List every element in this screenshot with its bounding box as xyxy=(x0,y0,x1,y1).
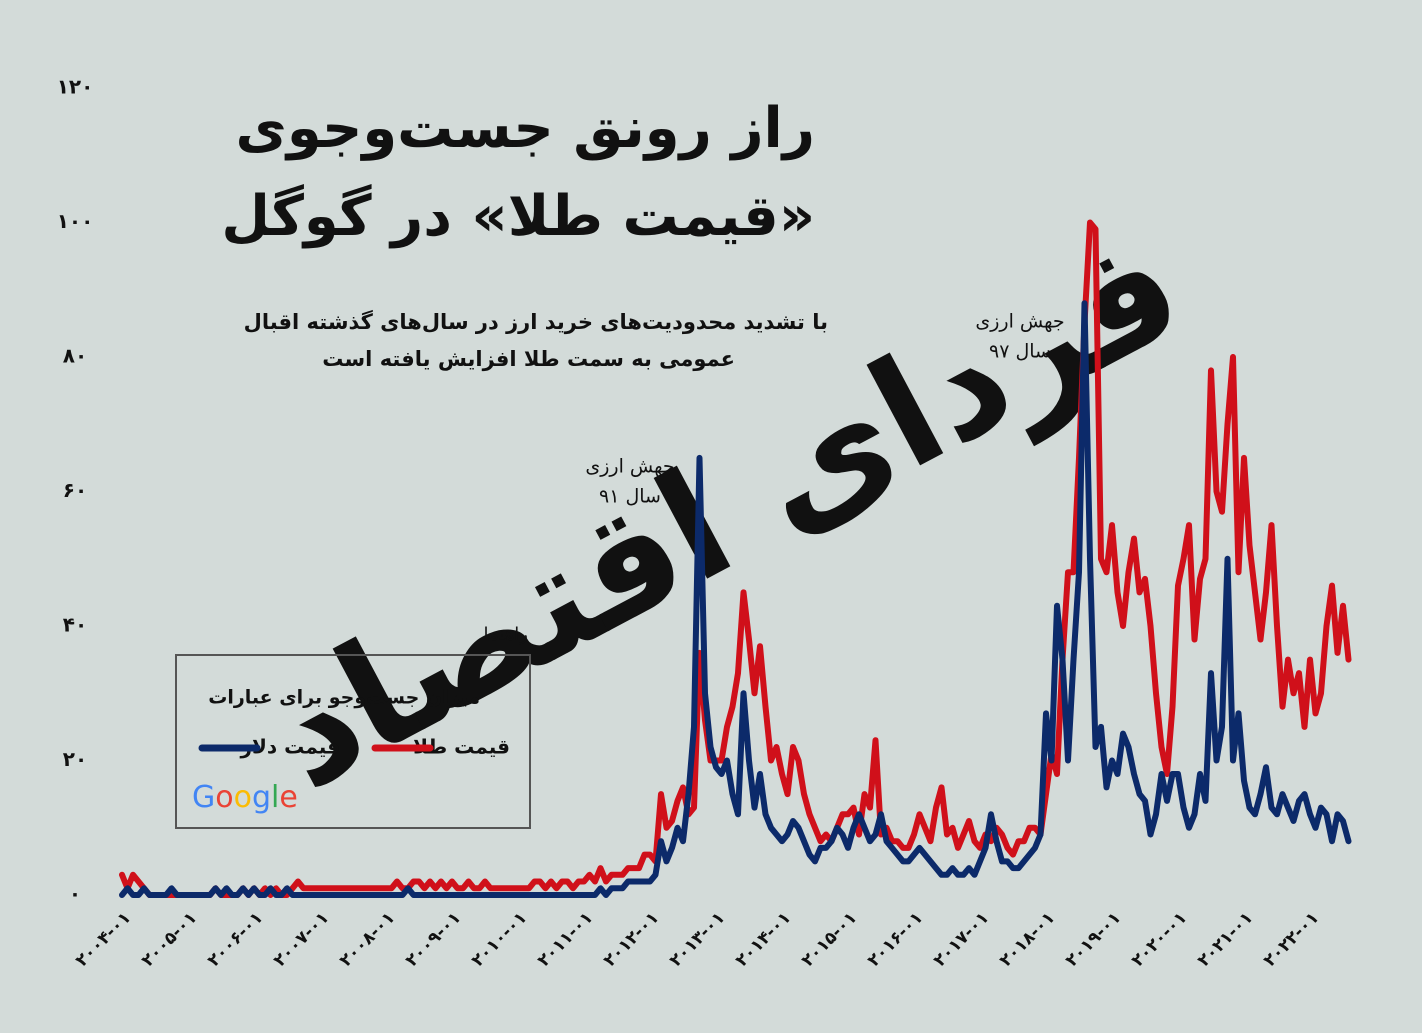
annotation: سال ۹۱ xyxy=(599,486,661,508)
legend-box xyxy=(175,654,531,829)
line-series xyxy=(119,300,1352,898)
y-tick-label: ۴۰ xyxy=(63,613,87,637)
chart-title: راز رونق جست‌وجوی xyxy=(236,96,815,161)
annotation: جهش ارزی xyxy=(975,311,1064,333)
legend-title: میزان جست‌وجو برای عبارات xyxy=(208,687,480,709)
y-tick-label: ۸۰ xyxy=(63,344,87,368)
chart-subtitle: با تشدید محدودیت‌های خرید ارز در سال‌های… xyxy=(244,309,828,334)
annotation: سال ۹۷ xyxy=(989,341,1051,363)
legend-label: راهنما xyxy=(483,624,528,645)
legend-source: Google xyxy=(192,780,298,815)
y-tick-label: ۱۰۰ xyxy=(57,209,94,233)
line-series xyxy=(119,219,1352,898)
chart-title: «قیمت طلا» در گوگل xyxy=(221,184,815,249)
y-tick-label: ۲۰ xyxy=(63,747,87,771)
y-tick-label: ۶۰ xyxy=(63,478,87,502)
y-tick-label: ۱۲۰ xyxy=(57,75,94,99)
y-tick-label: ۰ xyxy=(69,882,81,906)
chart-subtitle: عمومی به سمت طلا افزایش یافته است xyxy=(322,347,735,371)
annotation: جهش ارزی xyxy=(585,456,674,478)
